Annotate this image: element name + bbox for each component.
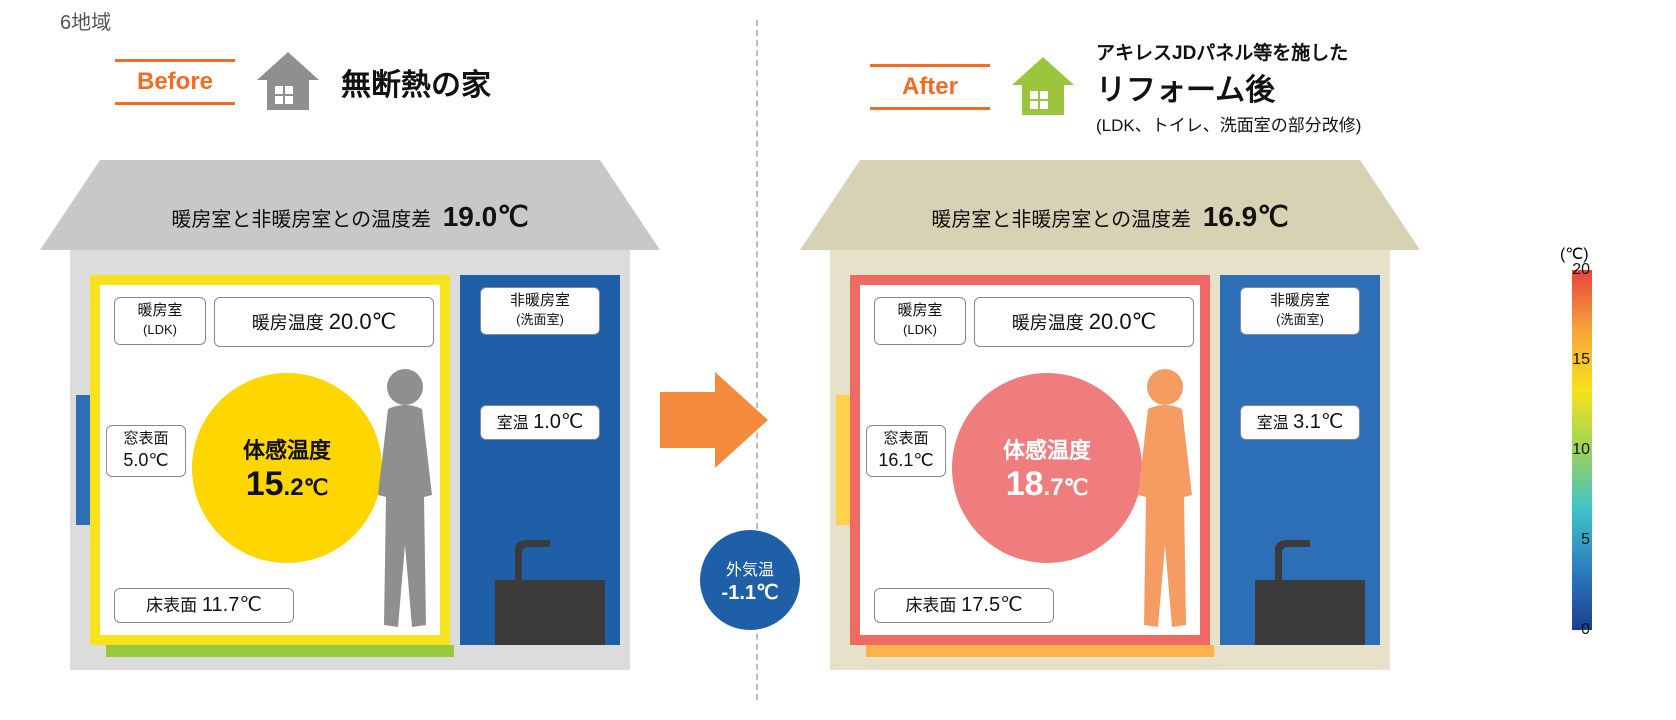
- unheated-label-pill: 非暖房室 (洗面室): [1240, 287, 1360, 335]
- felt-label: 体感温度: [243, 433, 331, 465]
- heating-temp-pill: 暖房温度 20.0℃: [974, 297, 1194, 347]
- scale-tick: 0: [1581, 621, 1590, 639]
- after-tempdiff: 暖房室と非暖房室との温度差 16.9℃: [800, 200, 1420, 233]
- before-label-wrap: Before: [115, 59, 235, 105]
- window-value: 5.0℃: [123, 450, 168, 470]
- room-label-pill: 暖房室 (LDK): [114, 297, 206, 345]
- window-pill: 窓表面 16.1℃: [866, 425, 946, 477]
- after-label: After: [902, 73, 958, 101]
- room-label-pill: 暖房室 (LDK): [874, 297, 966, 345]
- floor-pill: 床表面 11.7℃: [114, 588, 294, 623]
- house-icon: [253, 50, 323, 114]
- before-title-wrap: 無断熱の家: [341, 60, 491, 104]
- scale-tick: 20: [1572, 261, 1590, 279]
- window-strip: [76, 395, 90, 525]
- unheated-label-pill: 非暖房室 (洗面室): [480, 287, 600, 335]
- before-tempdiff: 暖房室と非暖房室との温度差 19.0℃: [40, 200, 660, 233]
- room-sub: (LDK): [903, 322, 937, 337]
- outside-label: 外気温: [726, 556, 774, 580]
- infographic-canvas: 6地域 Before 無断熱の家 After アキレスJDパネル等を: [0, 0, 1676, 720]
- arrow-icon: [660, 370, 770, 470]
- after-header: After アキレスJDパネル等を施した リフォーム後 (LDK、トイレ、洗面室…: [870, 38, 1361, 136]
- floor-strip: [106, 645, 454, 657]
- roomtemp-value: 3.1℃: [1293, 411, 1343, 433]
- person-silhouette: [1120, 365, 1210, 640]
- tempdiff-value: 16.9℃: [1203, 201, 1289, 232]
- floor つstrip: [866, 645, 1214, 657]
- window-strip: [836, 395, 850, 525]
- floor-label: 床表面: [146, 596, 197, 615]
- after-title-wrap: アキレスJDパネル等を施した リフォーム後 (LDK、トイレ、洗面室の部分改修): [1096, 38, 1361, 136]
- felt-value: 15.2℃: [246, 465, 329, 504]
- felt-value: 18.7℃: [1006, 465, 1089, 504]
- window-label: 窓表面: [123, 430, 168, 447]
- floor-value: 11.7℃: [202, 594, 262, 616]
- after-heated-room: 暖房室 (LDK) 暖房温度 20.0℃ 窓表面 16.1℃ 体感温度 18.7…: [850, 275, 1210, 645]
- felt-int: 18: [1006, 465, 1044, 503]
- sink-icon: [1240, 535, 1370, 645]
- sink-icon: [480, 535, 610, 645]
- rule: [870, 64, 990, 67]
- scale-tick: 15: [1572, 351, 1590, 369]
- unheated-label: 非暖房室: [510, 292, 570, 309]
- scale-tick: 10: [1572, 441, 1590, 459]
- floor-pill: 床表面 17.5℃: [874, 588, 1054, 623]
- heating-temp-value: 20.0℃: [1089, 309, 1157, 334]
- after-super: アキレスJDパネル等を施した: [1096, 38, 1361, 65]
- scale-tick: 5: [1581, 531, 1590, 549]
- felt-temp-circle: 体感温度 15.2℃: [192, 373, 382, 563]
- heating-temp-value: 20.0℃: [329, 309, 397, 334]
- person-silhouette: [360, 365, 450, 640]
- after-label-wrap: After: [870, 64, 990, 110]
- after-house: 暖房室と非暖房室との温度差 16.9℃ 暖房室 (LDK) 暖房温度 20.0℃…: [800, 160, 1420, 690]
- window-value: 16.1℃: [878, 450, 933, 470]
- before-unheated-room: 非暖房室 (洗面室) 室温 1.0℃: [460, 275, 620, 645]
- rule: [115, 59, 235, 62]
- window-label: 窓表面: [883, 430, 928, 447]
- felt-dec: .2: [284, 474, 304, 501]
- room-label: 暖房室: [897, 302, 942, 319]
- unheated-sub: (洗面室): [1276, 312, 1324, 327]
- temp-scale: (℃) 20151050: [1500, 260, 1620, 660]
- felt-dec: .7: [1044, 474, 1064, 501]
- after-title: リフォーム後: [1096, 65, 1361, 109]
- rule: [870, 107, 990, 110]
- floor-value: 17.5℃: [961, 594, 1022, 616]
- before-heated-room: 暖房室 (LDK) 暖房温度 20.0℃ 窓表面 5.0℃ 体感温度 15.2℃: [90, 275, 450, 645]
- before-label: Before: [137, 68, 213, 96]
- roomtemp-pill: 室温 3.1℃: [1240, 405, 1360, 440]
- tempdiff-label: 暖房室と非暖房室との温度差: [931, 209, 1191, 231]
- roomtemp-pill: 室温 1.0℃: [480, 405, 600, 440]
- heating-temp-label: 暖房温度: [1012, 313, 1084, 333]
- house-icon: [1008, 55, 1078, 119]
- felt-label: 体感温度: [1003, 433, 1091, 465]
- before-header: Before 無断熱の家: [115, 50, 491, 114]
- after-unheated-room: 非暖房室 (洗面室) 室温 3.1℃: [1220, 275, 1380, 645]
- felt-unit: ℃: [1064, 475, 1089, 500]
- room-label: 暖房室: [137, 302, 182, 319]
- outside-value: -1.1℃: [722, 580, 779, 605]
- outside-temp-badge: 外気温 -1.1℃: [700, 530, 800, 630]
- heating-temp-pill: 暖房温度 20.0℃: [214, 297, 434, 347]
- roomtemp-value: 1.0℃: [533, 411, 583, 433]
- unheated-label: 非暖房室: [1270, 292, 1330, 309]
- roomtemp-label: 室温: [497, 415, 529, 432]
- room-sub: (LDK): [143, 322, 177, 337]
- after-sub: (LDK、トイレ、洗面室の部分改修): [1096, 111, 1361, 136]
- felt-unit: ℃: [304, 475, 329, 500]
- unheated-sub: (洗面室): [516, 312, 564, 327]
- floor-label: 床表面: [905, 596, 956, 615]
- felt-temp-circle: 体感温度 18.7℃: [952, 373, 1142, 563]
- roomtemp-label: 室温: [1257, 415, 1289, 432]
- tempdiff-label: 暖房室と非暖房室との温度差: [171, 209, 431, 231]
- heating-temp-label: 暖房温度: [252, 313, 324, 333]
- window-pill: 窓表面 5.0℃: [106, 425, 186, 477]
- region-label: 6地域: [60, 6, 111, 35]
- rule: [115, 102, 235, 105]
- before-title: 無断熱の家: [341, 60, 491, 104]
- tempdiff-value: 19.0℃: [443, 201, 529, 232]
- before-house: 暖房室と非暖房室との温度差 19.0℃ 暖房室 (LDK) 暖房温度 20.0℃…: [40, 160, 660, 690]
- felt-int: 15: [246, 465, 284, 503]
